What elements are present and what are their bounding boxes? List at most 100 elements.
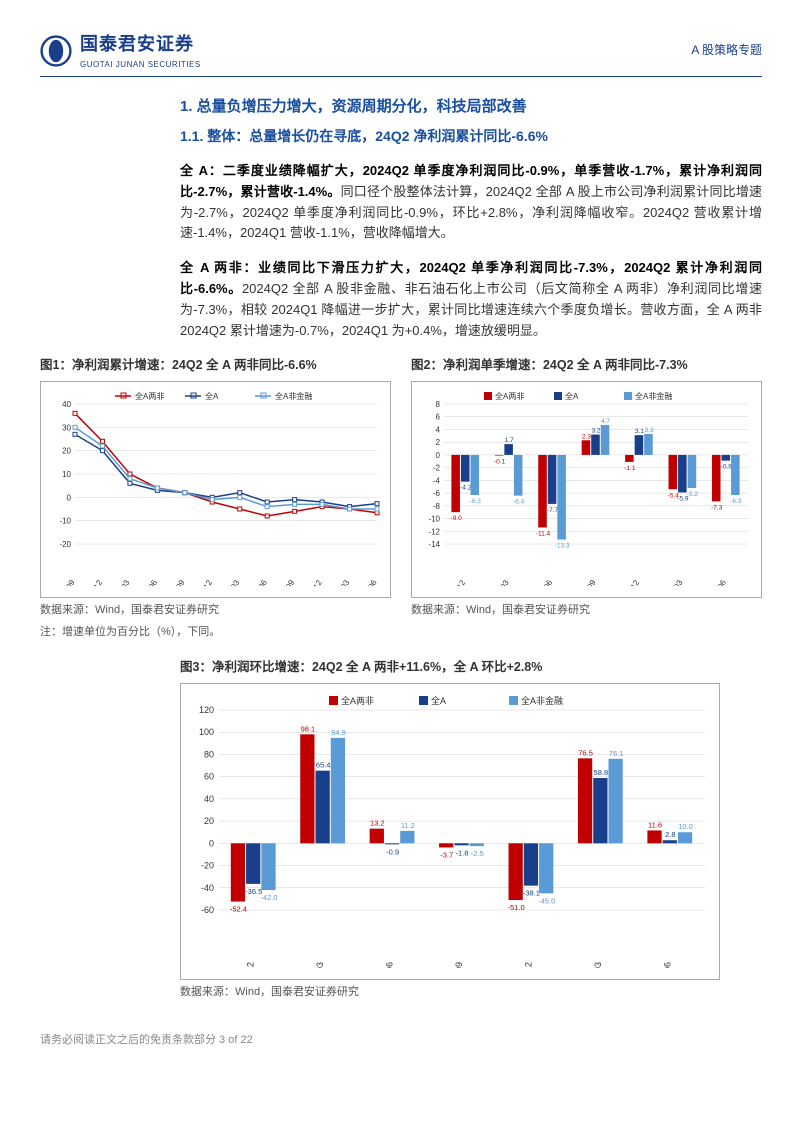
figure-1: 图1：净利润累计增速：24Q2 全 A 两非同比-6.6% -20-100102… — [40, 355, 391, 641]
svg-text:11.6: 11.6 — [648, 821, 662, 830]
svg-text:4.7: 4.7 — [601, 418, 610, 425]
svg-text:-14: -14 — [428, 540, 440, 549]
svg-text:20: 20 — [62, 447, 71, 456]
svg-text:-20: -20 — [59, 540, 71, 549]
svg-text:2022-03: 2022-03 — [109, 578, 132, 586]
svg-text:2024-03: 2024-03 — [593, 962, 603, 968]
svg-text:3.3: 3.3 — [644, 427, 653, 434]
svg-text:3.1: 3.1 — [635, 429, 644, 436]
svg-text:全A: 全A — [205, 391, 219, 401]
svg-text:-45.0: -45.0 — [538, 897, 555, 906]
svg-text:2023-09: 2023-09 — [575, 578, 598, 586]
svg-text:-4: -4 — [433, 477, 441, 486]
svg-text:-40: -40 — [201, 883, 214, 893]
svg-text:0: 0 — [436, 451, 441, 460]
svg-text:76.5: 76.5 — [578, 749, 593, 758]
figure-2: 图2：净利润单季增速：24Q2 全 A 两非同比-7.3% -14-12-10-… — [411, 355, 762, 641]
svg-text:-11.4: -11.4 — [536, 531, 551, 538]
figure-3: 图3：净利润环比增速：24Q2 全 A 两非+11.6%，全 A 环比+2.8%… — [180, 657, 720, 1001]
svg-text:全A: 全A — [565, 391, 579, 401]
svg-text:10.0: 10.0 — [678, 823, 693, 832]
svg-text:2022-12: 2022-12 — [192, 578, 215, 586]
svg-text:65.4: 65.4 — [316, 761, 331, 770]
company-logo-icon — [40, 35, 72, 67]
fig2-title: 图2：净利润单季增速：24Q2 全 A 两非同比-7.3% — [411, 355, 762, 375]
page-header: 国泰君安证券 GUOTAI JUNAN SECURITIES A 股策略专题 — [40, 30, 762, 77]
svg-text:-51.0: -51.0 — [508, 903, 525, 912]
svg-text:-0.9: -0.9 — [721, 464, 733, 471]
section-heading-1: 1. 总量负增压力增大，资源周期分化，科技局部改善 — [180, 95, 762, 119]
svg-text:2023-12: 2023-12 — [619, 578, 642, 586]
svg-text:-52.4: -52.4 — [230, 905, 247, 914]
fig3-source: 数据来源：Wind，国泰君安证券研究 — [180, 984, 720, 1002]
svg-text:2023-03: 2023-03 — [219, 578, 242, 586]
svg-text:3.2: 3.2 — [591, 428, 600, 435]
svg-text:11.2: 11.2 — [401, 821, 415, 830]
svg-text:30: 30 — [62, 424, 71, 433]
svg-text:-0.1: -0.1 — [494, 459, 506, 466]
svg-text:2024-06: 2024-06 — [356, 578, 379, 586]
logo-text-en: GUOTAI JUNAN SECURITIES — [80, 59, 201, 72]
svg-text:-6.3: -6.3 — [470, 498, 482, 505]
fig1-chart: -20-100102030402021-092021-122022-032022… — [40, 381, 391, 598]
svg-text:-6.4: -6.4 — [513, 499, 525, 506]
fig2-source: 数据来源：Wind，国泰君安证券研究 — [411, 602, 762, 620]
svg-text:2023-06: 2023-06 — [246, 578, 269, 586]
svg-text:全A非金融: 全A非金融 — [521, 695, 563, 706]
svg-text:0: 0 — [67, 494, 72, 503]
svg-text:2024-06: 2024-06 — [662, 962, 672, 968]
svg-text:-1.1: -1.1 — [624, 465, 636, 472]
svg-text:-2.5: -2.5 — [471, 849, 484, 858]
svg-text:6: 6 — [436, 413, 441, 422]
paragraph-1: 全 A：二季度业绩降幅扩大，2024Q2 单季度净利润同比-0.9%，单季营收-… — [180, 161, 762, 244]
svg-text:全A两非: 全A两非 — [135, 391, 164, 401]
svg-text:-42.0: -42.0 — [260, 893, 277, 902]
svg-text:58.8: 58.8 — [594, 768, 609, 777]
svg-text:全A: 全A — [431, 695, 446, 706]
svg-text:-13.3: -13.3 — [555, 543, 570, 550]
page-footer: 请务必阅读正文之后的免责条款部分 3 of 22 — [40, 1032, 762, 1050]
svg-text:20: 20 — [204, 816, 214, 826]
svg-text:2023-03: 2023-03 — [488, 578, 511, 586]
svg-text:98.1: 98.1 — [301, 725, 316, 734]
svg-text:100: 100 — [199, 728, 214, 738]
svg-text:4: 4 — [436, 426, 441, 435]
fig3-title: 图3：净利润环比增速：24Q2 全 A 两非+11.6%，全 A 环比+2.8% — [180, 657, 720, 677]
logo-text-cn: 国泰君安证券 — [80, 30, 201, 59]
svg-text:76.1: 76.1 — [609, 749, 624, 758]
fig1-source: 数据来源：Wind，国泰君安证券研究 — [40, 602, 391, 620]
para2-rest: 2024Q2 全部 A 股非金融、非石油石化上市公司（后文简称全 A 两非）净利… — [180, 281, 762, 338]
logo: 国泰君安证券 GUOTAI JUNAN SECURITIES — [40, 30, 201, 72]
svg-text:2021-09: 2021-09 — [54, 578, 77, 586]
header-subject: A 股策略专题 — [691, 41, 762, 60]
svg-text:2022-09: 2022-09 — [164, 578, 187, 586]
svg-text:2024-03: 2024-03 — [329, 578, 352, 586]
svg-text:2: 2 — [436, 439, 441, 448]
svg-text:-7.7: -7.7 — [547, 507, 559, 514]
svg-text:-2: -2 — [433, 464, 441, 473]
svg-text:-10: -10 — [59, 517, 71, 526]
fig2-chart: -14-12-10-8-6-4-202468-9.0-4.2-6.32022-1… — [411, 381, 762, 598]
svg-text:-6: -6 — [433, 489, 441, 498]
fig1-note: 注：增速单位为百分比（%），下同。 — [40, 624, 391, 642]
svg-text:-8: -8 — [433, 502, 441, 511]
svg-text:-10: -10 — [428, 515, 440, 524]
svg-text:-4.2: -4.2 — [460, 485, 472, 492]
svg-text:94.9: 94.9 — [331, 728, 346, 737]
svg-text:8: 8 — [436, 400, 441, 409]
fig3-chart: -60-40-20020406080100120-52.4-36.5-42.02… — [180, 683, 720, 980]
svg-text:-3.7: -3.7 — [440, 851, 453, 860]
svg-text:2024-03: 2024-03 — [662, 578, 685, 586]
svg-text:2022-06: 2022-06 — [137, 578, 160, 586]
svg-text:-9.0: -9.0 — [451, 516, 463, 523]
svg-text:全A两非: 全A两非 — [495, 391, 524, 401]
svg-text:-20: -20 — [201, 861, 214, 871]
svg-text:-5.2: -5.2 — [687, 491, 699, 498]
svg-text:全A两非: 全A两非 — [341, 695, 374, 706]
svg-text:2023-06: 2023-06 — [385, 962, 395, 968]
svg-text:2022-12: 2022-12 — [445, 578, 468, 586]
svg-text:-0.9: -0.9 — [386, 848, 399, 857]
svg-text:1.7: 1.7 — [505, 437, 514, 444]
svg-text:60: 60 — [204, 772, 214, 782]
fig1-title: 图1：净利润累计增速：24Q2 全 A 两非同比-6.6% — [40, 355, 391, 375]
